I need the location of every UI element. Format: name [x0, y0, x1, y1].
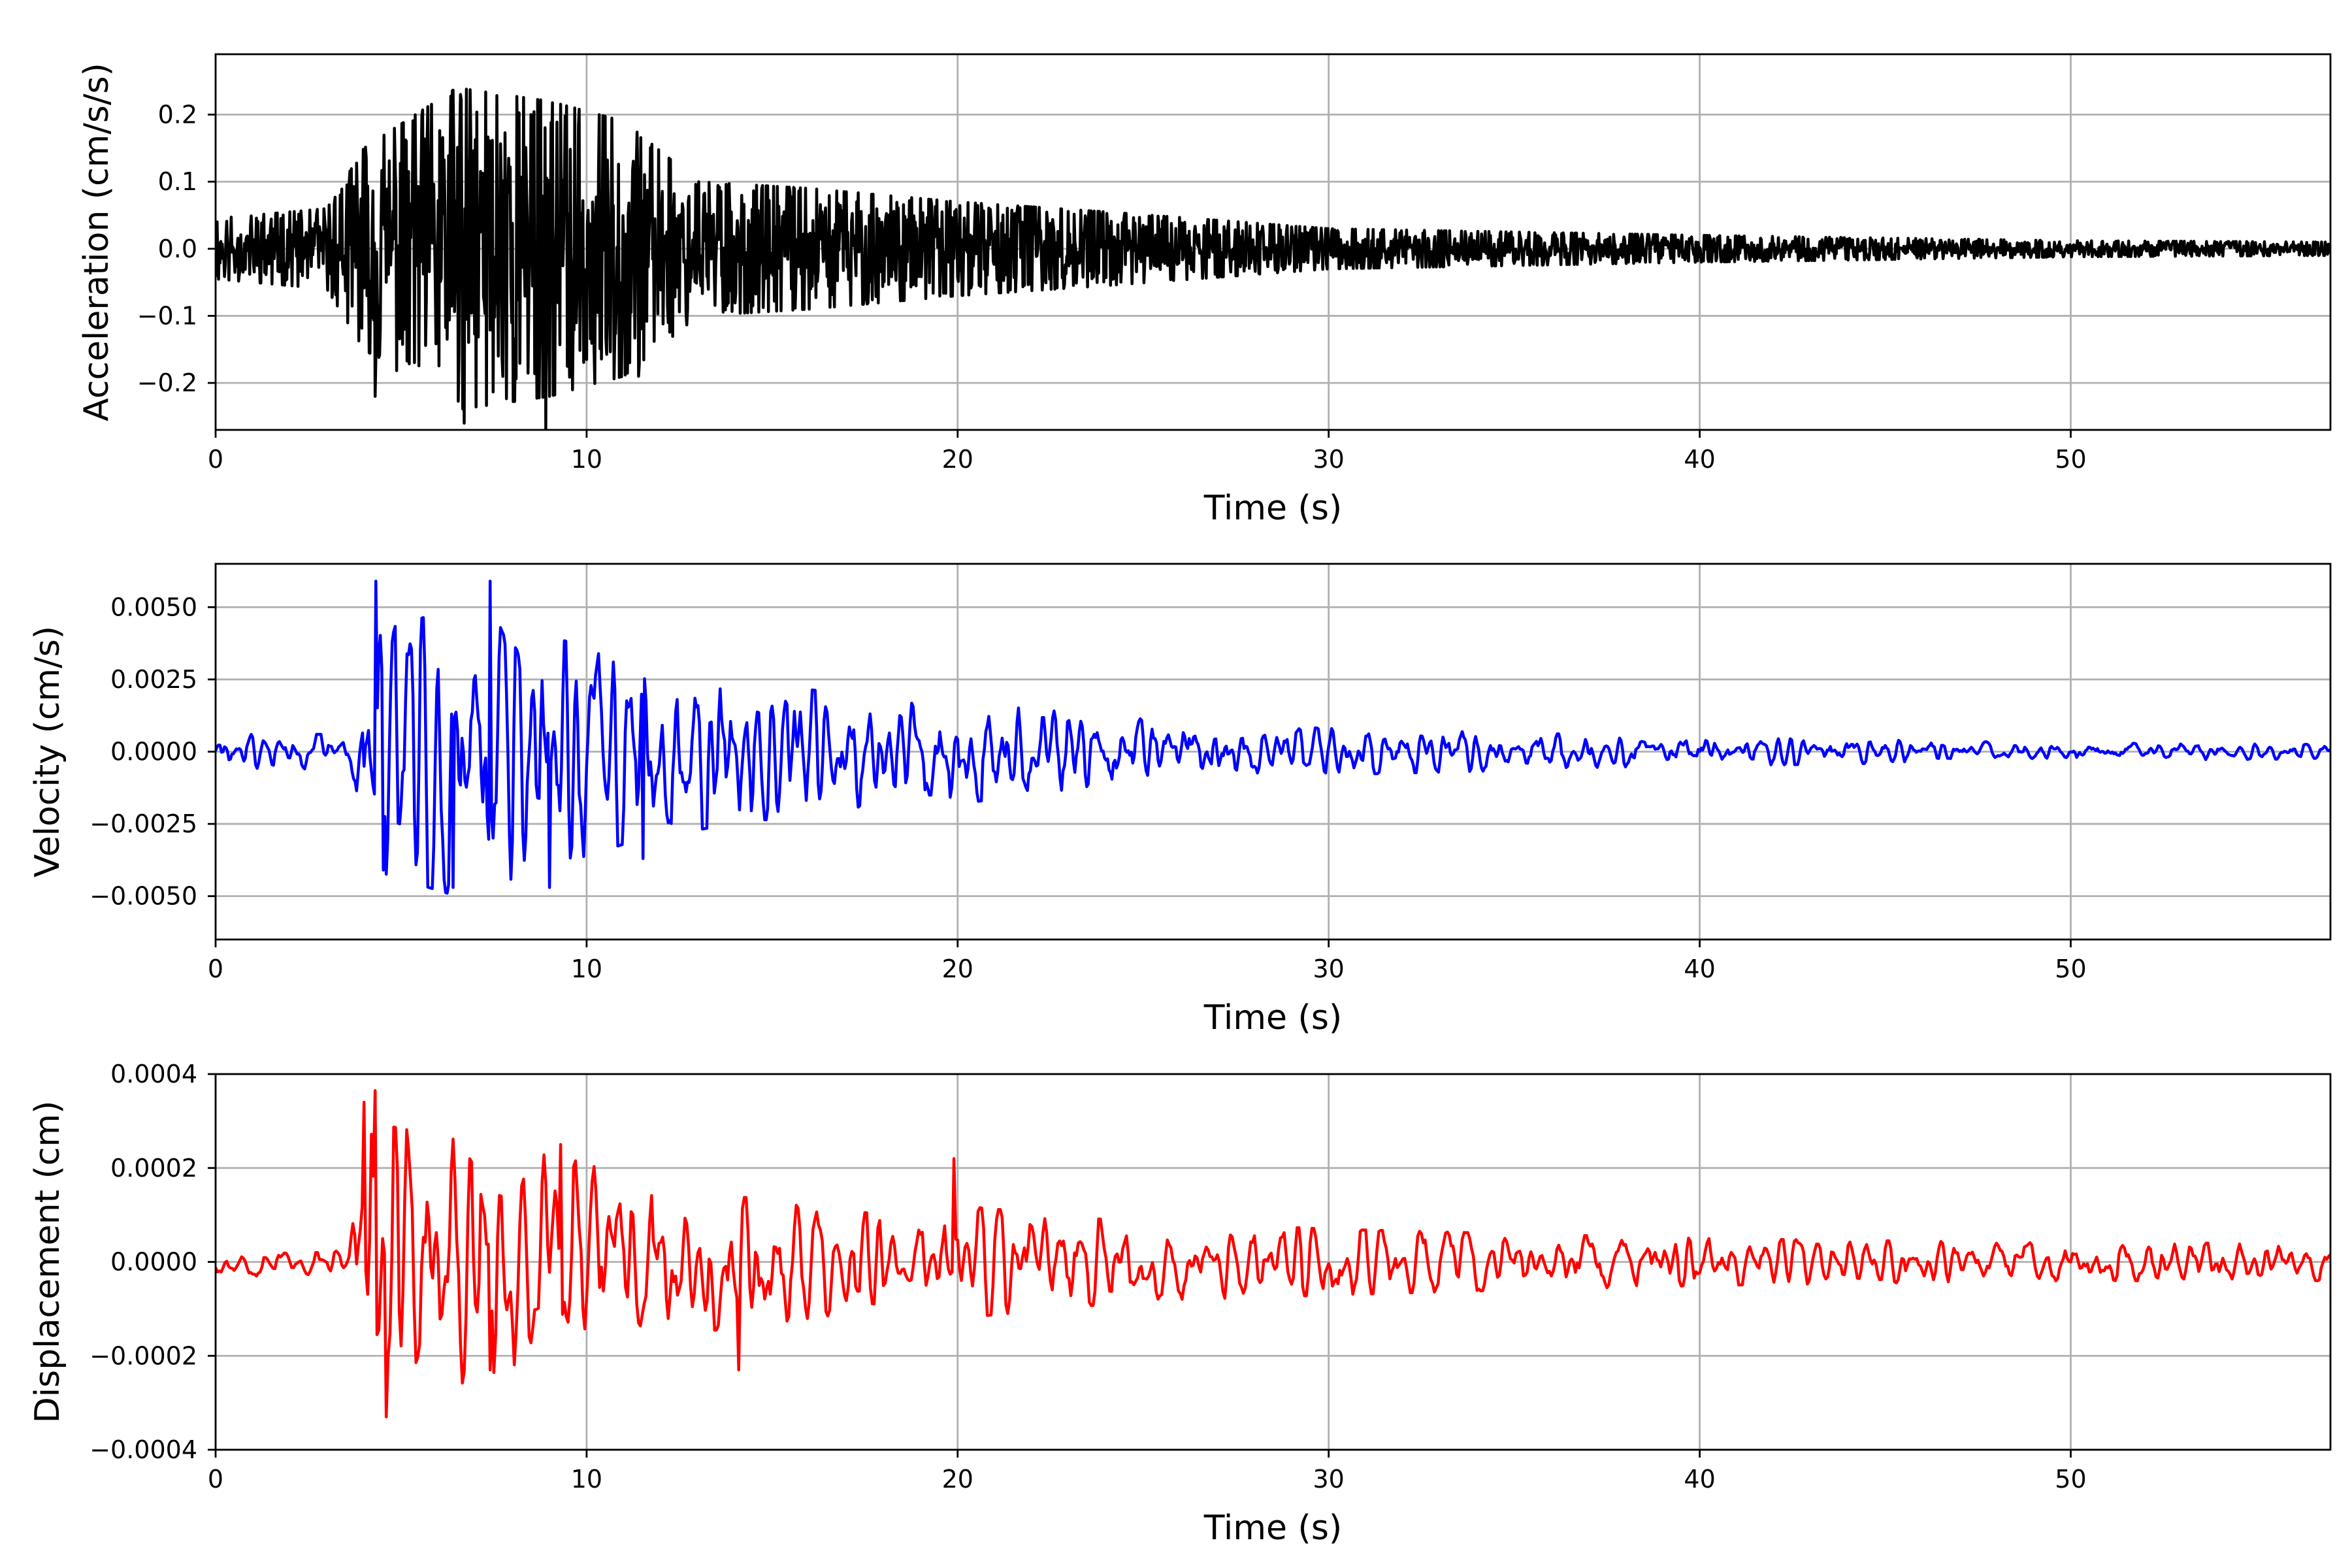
displacement-y-axis-label: Displacement (cm)	[28, 1101, 67, 1424]
acceleration-y-tick-label: 0.0	[158, 235, 197, 263]
velocity-x-tick-label: 20	[942, 955, 973, 983]
displacement-x-tick-label: 40	[1684, 1465, 1715, 1494]
acceleration-x-tick-label: 50	[2055, 445, 2086, 474]
velocity-y-axis-label: Velocity (cm/s)	[28, 626, 67, 877]
velocity-y-tick-label: 0.0050	[110, 593, 197, 621]
velocity-x-tick-label: 40	[1684, 955, 1715, 983]
displacement-y-tick-label: −0.0002	[90, 1341, 197, 1370]
displacement-x-tick-label: 0	[208, 1465, 223, 1494]
acceleration-x-tick-label: 30	[1313, 445, 1345, 474]
velocity-x-tick-label: 30	[1313, 955, 1345, 983]
displacement-y-tick-label: 0.0004	[110, 1060, 197, 1088]
displacement-x-tick-label: 50	[2055, 1465, 2086, 1494]
displacement-y-tick-label: 0.0000	[110, 1248, 197, 1277]
velocity-panel: 0 10 20 30 40 50 −0.0050 −0.0025 0.0000 0.0025 0.0…	[28, 563, 2332, 1037]
acceleration-y-tick-label: −0.2	[137, 368, 197, 397]
acceleration-x-tick-label: 0	[208, 445, 223, 474]
acceleration-x-tick-label: 40	[1684, 445, 1715, 474]
velocity-x-tick-label: 10	[571, 955, 602, 983]
velocity-y-tick-label: 0.0000	[110, 738, 197, 766]
acceleration-y-tick-label: 0.1	[158, 167, 197, 196]
acceleration-y-axis-label: Acceleration (cm/s/s)	[77, 63, 116, 421]
acceleration-x-tick-label: 10	[571, 445, 602, 474]
acceleration-x-axis-label: Time (s)	[1203, 489, 1342, 528]
displacement-x-axis-label: Time (s)	[1203, 1509, 1342, 1548]
velocity-y-tick-label: 0.0025	[110, 665, 197, 694]
acceleration-panel: 0 10 20 30 40 50 −0.2 −0.1 0.0 0.1 0.2 Time (s) Acce…	[77, 53, 2332, 528]
velocity-y-tick-label: −0.0050	[90, 882, 197, 911]
acceleration-plot-frame	[214, 53, 2332, 431]
acceleration-y-tick-label: 0.2	[158, 100, 197, 129]
velocity-x-axis-label: Time (s)	[1203, 998, 1342, 1037]
displacement-x-tick-label: 30	[1313, 1465, 1345, 1494]
velocity-y-tick-label: −0.0025	[90, 809, 197, 838]
displacement-panel: 0 10 20 30 40 50 −0.0004 −0.0002 0.0000 0.0002 0.0…	[28, 1060, 2332, 1548]
displacement-x-tick-label: 20	[942, 1465, 973, 1494]
displacement-y-tick-label: −0.0004	[90, 1435, 197, 1464]
displacement-y-tick-label: 0.0002	[110, 1154, 197, 1183]
displacement-x-tick-label: 10	[571, 1465, 602, 1494]
acceleration-x-tick-label: 20	[942, 445, 973, 474]
velocity-x-tick-label: 0	[208, 955, 223, 983]
acceleration-series-line	[216, 88, 2330, 430]
velocity-series-line	[216, 580, 2330, 895]
displacement-series-line	[216, 1088, 2330, 1418]
acceleration-y-tick-label: −0.1	[137, 301, 197, 330]
velocity-x-tick-label: 50	[2055, 955, 2086, 983]
